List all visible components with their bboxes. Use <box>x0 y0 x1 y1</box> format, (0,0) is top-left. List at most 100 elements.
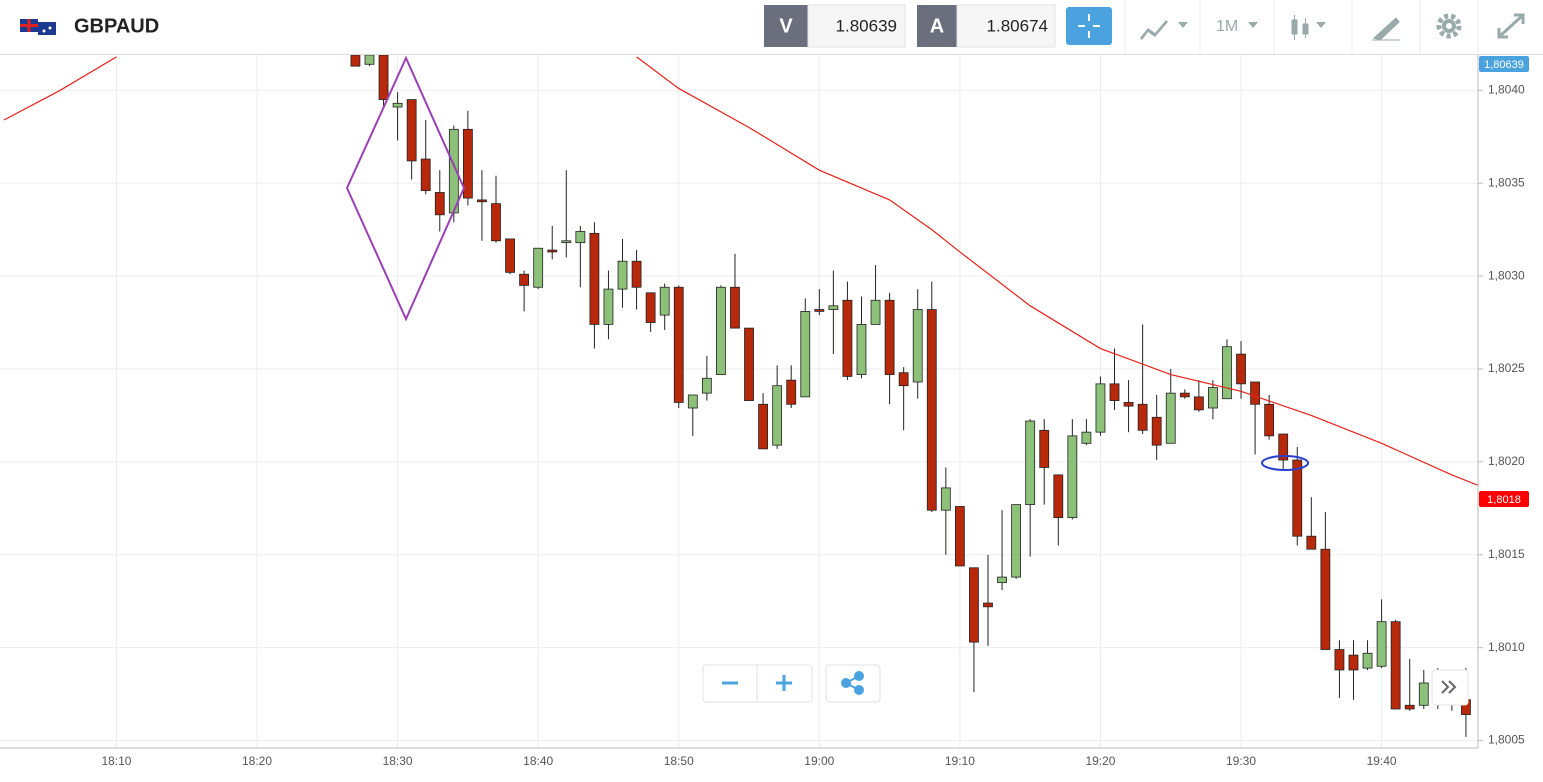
candle-body <box>1081 431 1092 444</box>
candle-body <box>491 203 501 242</box>
x-tick-label: 18:10 <box>101 754 131 768</box>
sell-label: V <box>779 15 793 37</box>
candle-body <box>997 576 1007 584</box>
x-tick-label: 18:40 <box>523 754 553 768</box>
candle-body <box>1165 392 1176 444</box>
y-tick-label: 1,8010 <box>1488 640 1525 654</box>
candle-body <box>462 128 473 199</box>
candle-body <box>912 309 923 383</box>
sell-price: 1.80639 <box>836 16 897 35</box>
crosshair-icon <box>1078 14 1100 38</box>
candle-body <box>434 192 445 216</box>
candle-body <box>884 299 895 375</box>
x-tick-label: 19:20 <box>1085 754 1115 768</box>
candle-body <box>533 247 544 288</box>
candle-body <box>1109 383 1120 401</box>
share-icon <box>841 671 864 695</box>
zoom-in-button[interactable] <box>776 675 792 691</box>
candle-body <box>575 231 586 244</box>
candle-body <box>392 102 403 108</box>
buy-price: 1.80674 <box>987 16 1048 35</box>
x-tick-label: 18:50 <box>664 754 694 768</box>
candle-body <box>617 260 628 290</box>
candle-body <box>800 310 811 398</box>
fullscreen-button[interactable] <box>1497 13 1525 39</box>
candle-body <box>856 323 867 375</box>
candle-body <box>954 506 965 567</box>
settings-button[interactable] <box>1436 13 1462 39</box>
candle-body <box>1404 704 1415 710</box>
candle-body <box>631 260 642 288</box>
x-tick-label: 19:00 <box>804 754 834 768</box>
candle-body <box>983 602 993 608</box>
candle-body <box>940 487 951 511</box>
crosshair-button[interactable] <box>1066 7 1112 45</box>
candle-body <box>1348 654 1359 671</box>
candle-body <box>1250 381 1260 405</box>
candle-body <box>364 55 375 65</box>
symbol: GBPAUD <box>74 15 159 37</box>
candle-body <box>772 385 783 446</box>
y-tick-label: 1,8005 <box>1488 733 1525 747</box>
timeframe-arrow <box>1248 22 1258 28</box>
buy-button[interactable] <box>917 5 957 47</box>
candle-body <box>519 273 530 286</box>
candle-body <box>786 379 797 405</box>
grid <box>0 55 1478 748</box>
ellipse-drawing <box>1261 455 1309 471</box>
timeframe[interactable]: 1M <box>1216 18 1238 35</box>
candle-body <box>1137 403 1148 431</box>
buy-price-box[interactable] <box>956 4 1056 48</box>
candle-body <box>1095 383 1106 433</box>
price-marker-label: 1,8018 <box>1487 494 1521 506</box>
candle-body <box>1376 621 1387 667</box>
y-tick-label: 1,8035 <box>1488 175 1525 189</box>
y-tick-label: 1,8040 <box>1488 82 1525 96</box>
sell-button[interactable] <box>764 5 808 47</box>
candle-body <box>926 309 937 511</box>
candle-body <box>1222 346 1232 400</box>
candle-body <box>1320 548 1331 650</box>
flag <box>20 19 56 35</box>
price-marker <box>1479 56 1529 72</box>
candle-body <box>1390 621 1401 710</box>
candle-body <box>687 394 698 409</box>
candle-body <box>378 55 389 100</box>
candle-body <box>1418 682 1429 706</box>
candle-body <box>1039 429 1050 468</box>
chart-type-button[interactable] <box>1140 20 1188 40</box>
y-tick-label: 1,8030 <box>1488 268 1525 282</box>
candle-body <box>589 232 600 325</box>
candle-body <box>1025 420 1036 506</box>
candle-body <box>673 286 684 403</box>
scroll-right-button[interactable] <box>1431 669 1469 706</box>
sell-price-box[interactable] <box>807 4 906 48</box>
draw-button[interactable] <box>1372 17 1400 41</box>
share-button[interactable] <box>825 664 881 703</box>
candle-body <box>406 99 417 162</box>
y-tick-label: 1,8025 <box>1488 361 1525 375</box>
candle-body <box>350 55 361 67</box>
x-tick-label: 18:30 <box>383 754 413 768</box>
candle-body <box>730 286 740 329</box>
y-tick-label: 1,8015 <box>1488 547 1525 561</box>
candle-body <box>603 288 614 325</box>
candle-body <box>420 158 431 192</box>
candle-body <box>969 567 979 643</box>
candle-type-button[interactable] <box>1291 15 1326 40</box>
candle-body <box>1264 403 1275 437</box>
candle-body <box>701 377 712 394</box>
candle-body <box>1334 649 1345 671</box>
candle-body <box>1053 474 1064 519</box>
candle-body <box>505 238 515 273</box>
candle-body <box>814 309 825 312</box>
candle-body <box>1179 392 1190 398</box>
buy-label: A <box>930 15 944 37</box>
candle-body <box>842 299 853 377</box>
candle-body <box>744 327 754 401</box>
price-marker <box>1479 491 1529 508</box>
moving-average <box>3 56 1478 486</box>
scroll-icon <box>1441 680 1457 694</box>
